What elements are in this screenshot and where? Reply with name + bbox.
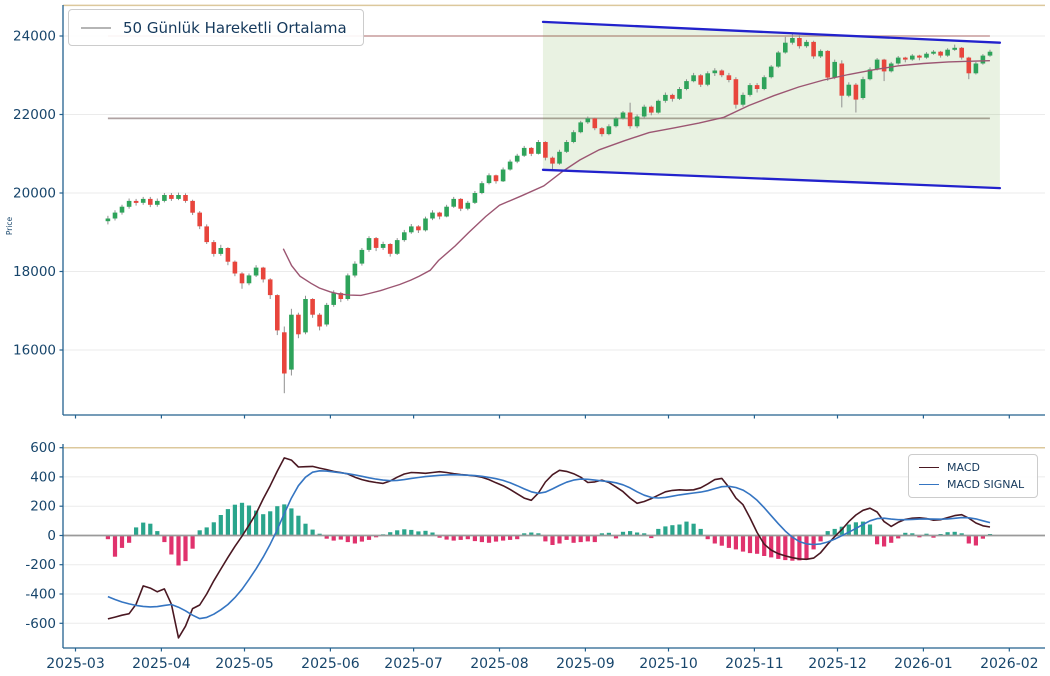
svg-text:2025-12: 2025-12 [808,656,867,672]
svg-text:2025-04: 2025-04 [132,656,191,672]
x-axis-labels: 2025-03 2025-04 2025-05 2025-06 2025-07 2025-… [46,656,1038,672]
svg-text:2025-09: 2025-09 [556,656,615,672]
svg-text:200: 200 [30,499,56,515]
macd-axes: -600 -400 -200 0 200 400 600 [25,440,1045,652]
svg-text:2025-03: 2025-03 [46,656,105,672]
price-legend: 50 Günlük Hareketli Ortalama [68,9,364,46]
macd-legend-row: MACD [919,461,1027,474]
macd-signal-line [107,469,991,620]
price-axes: 16000 18000 20000 22000 24000 [13,5,1045,419]
macd-signal-legend-label: MACD SIGNAL [947,478,1025,491]
svg-text:20000: 20000 [13,186,56,202]
svg-text:600: 600 [30,440,56,456]
candlestick-series [105,32,993,394]
svg-text:18000: 18000 [13,264,56,280]
macd-line [107,457,991,639]
ma50-legend-label: 50 Günlük Hareketli Ortalama [123,18,347,37]
macd-legend-label: MACD [947,461,980,474]
svg-text:2025-11: 2025-11 [725,656,784,672]
svg-text:-200: -200 [25,557,56,573]
macd-legend: MACD MACD SIGNAL [908,454,1038,498]
trend-channel-lines [541,20,1002,190]
svg-text:22000: 22000 [13,107,56,123]
ma50-line [282,60,990,297]
svg-text:2026-01: 2026-01 [894,656,953,672]
ma50-legend-line-icon [81,26,111,29]
svg-text:-600: -600 [25,616,56,632]
svg-text:2025-06: 2025-06 [301,656,360,672]
macd-signal-legend-line-icon [919,484,939,485]
svg-text:2025-10: 2025-10 [639,656,698,672]
svg-text:2026-02: 2026-02 [980,656,1039,672]
price-ylabel: Price [5,216,14,235]
macd-legend-line-icon [919,467,939,468]
svg-text:400: 400 [30,469,56,485]
svg-text:2025-07: 2025-07 [384,656,443,672]
macd-histogram [105,502,993,566]
svg-text:24000: 24000 [13,29,56,45]
svg-text:2025-05: 2025-05 [215,656,274,672]
svg-text:16000: 16000 [13,343,56,359]
svg-text:0: 0 [47,528,56,544]
trend-channel-fill [542,21,1000,189]
svg-text:-400: -400 [25,586,56,602]
macd-signal-legend-row: MACD SIGNAL [919,478,1027,491]
svg-text:2025-08: 2025-08 [470,656,529,672]
